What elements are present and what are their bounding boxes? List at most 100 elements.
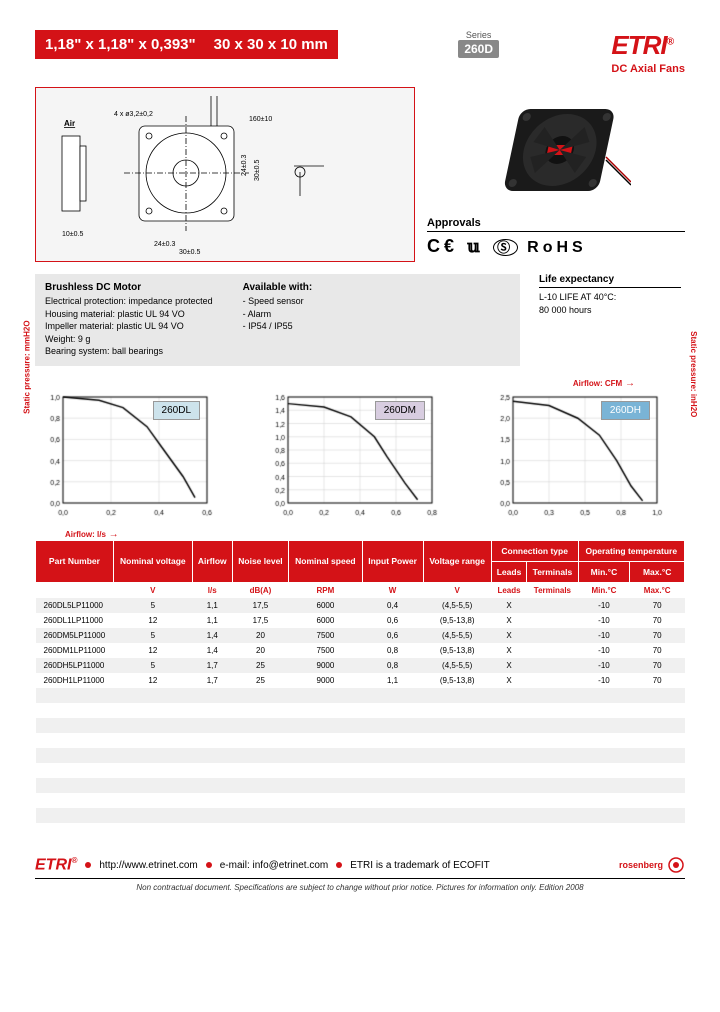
cell: 70 xyxy=(630,673,685,688)
th-sub: Terminals xyxy=(527,561,578,582)
cell: 9000 xyxy=(289,658,362,673)
unit-cell: V xyxy=(113,582,192,598)
top-row: 4 x ø3,2±0,2 Air 10±0.5 24±0.3 30±0.5 16… xyxy=(35,87,685,262)
rosenberg-logo: rosenberg xyxy=(619,856,685,874)
drawing-svg: 4 x ø3,2±0,2 Air 10±0.5 24±0.3 30±0.5 16… xyxy=(44,96,408,255)
brand-block: ETRI® DC Axial Fans xyxy=(611,30,685,75)
airflow-ls-label: Airflow: l/s xyxy=(65,530,106,539)
table-row: 260DM5LP1100051,42075000,6(4,5-5,5)X-107… xyxy=(36,628,685,643)
cell: 260DH5LP11000 xyxy=(36,658,114,673)
th: Nominal speed xyxy=(289,540,362,582)
svg-text:24±0.3: 24±0.3 xyxy=(154,241,175,248)
info-line: - IP54 / IP55 xyxy=(243,320,313,333)
cell: 70 xyxy=(630,598,685,613)
info-line: Bearing system: ball bearings xyxy=(45,345,213,358)
svg-text:30±0.5: 30±0.5 xyxy=(254,160,261,181)
footer: ETRI® http://www.etrinet.com e-mail: inf… xyxy=(35,856,685,892)
cell: (9,5-13,8) xyxy=(423,643,491,658)
svg-text:10±0.5: 10±0.5 xyxy=(62,231,83,238)
cell: 0,8 xyxy=(362,658,423,673)
cell: 1,1 xyxy=(192,598,232,613)
info-line: Weight: 9 g xyxy=(45,333,213,346)
cell: 12 xyxy=(113,673,192,688)
info-line: Impeller material: plastic UL 94 VO xyxy=(45,320,213,333)
cell xyxy=(527,643,578,658)
empty-row xyxy=(36,778,685,793)
page: 1,18" x 1,18" x 0,393" 30 x 30 x 10 mm S… xyxy=(0,0,720,922)
cell: 17,5 xyxy=(232,598,288,613)
title-bar: 1,18" x 1,18" x 0,393" 30 x 30 x 10 mm xyxy=(35,30,338,59)
approvals-title: Approvals xyxy=(427,217,685,229)
empty-row xyxy=(36,808,685,823)
chart-label-dl: 260DL xyxy=(153,401,200,420)
cell: -10 xyxy=(578,658,630,673)
cell: 1,4 xyxy=(192,628,232,643)
bullet-icon xyxy=(85,862,91,868)
brand-logo: ETRI® xyxy=(611,30,685,61)
cell: 0,8 xyxy=(362,643,423,658)
cell: 17,5 xyxy=(232,613,288,628)
cell: 12 xyxy=(113,613,192,628)
th: Operating temperature xyxy=(578,540,684,561)
cell: 5 xyxy=(113,658,192,673)
cell: 70 xyxy=(630,613,685,628)
footer-email[interactable]: e-mail: info@etrinet.com xyxy=(220,860,329,871)
table-row: 260DH1LP11000121,72590001,1(9,5-13,8)X-1… xyxy=(36,673,685,688)
cell: 0,6 xyxy=(362,613,423,628)
empty-row xyxy=(36,763,685,778)
th: Airflow xyxy=(192,540,232,582)
bullet-icon xyxy=(336,862,342,868)
svg-text:Air: Air xyxy=(64,119,75,128)
dim-mm: 30 x 30 x 10 mm xyxy=(214,36,328,53)
unit-cell: Terminals xyxy=(527,582,578,598)
chart-260dl: 260DL xyxy=(35,391,235,521)
unit-cell xyxy=(36,582,114,598)
life-title: Life expectancy xyxy=(539,274,681,285)
cell: 6000 xyxy=(289,598,362,613)
cell: 70 xyxy=(630,658,685,673)
cell: 25 xyxy=(232,673,288,688)
available-title: Available with: xyxy=(243,282,313,293)
charts-row: Static pressure: mmH2O 260DL 260DM 260DH… xyxy=(35,391,685,521)
life-box: Life expectancy L-10 LIFE AT 40°C: 80 00… xyxy=(535,274,685,366)
bullet-icon xyxy=(206,862,212,868)
cell: 7500 xyxy=(289,643,362,658)
cell: -10 xyxy=(578,613,630,628)
motor-info: Brushless DC Motor Electrical protection… xyxy=(35,274,520,366)
footer-url[interactable]: http://www.etrinet.com xyxy=(99,860,197,871)
cell: (9,5-13,8) xyxy=(423,673,491,688)
cell xyxy=(527,613,578,628)
cell: 5 xyxy=(113,598,192,613)
svg-text:160±10: 160±10 xyxy=(249,116,272,123)
empty-row xyxy=(36,733,685,748)
cell: (4,5-5,5) xyxy=(423,598,491,613)
th-sub: Min.°C xyxy=(578,561,630,582)
unit-cell: Min.°C xyxy=(578,582,630,598)
svg-text:24±0.3: 24±0.3 xyxy=(241,155,248,176)
cell: 20 xyxy=(232,643,288,658)
unit-cell: Leads xyxy=(491,582,526,598)
cell: 12 xyxy=(113,643,192,658)
cell: -10 xyxy=(578,643,630,658)
th: Part Number xyxy=(36,540,114,582)
cell xyxy=(527,673,578,688)
th-sub: Leads xyxy=(491,561,526,582)
unit-cell: W xyxy=(362,582,423,598)
table-row: 260DL1LP11000121,117,560000,6(9,5-13,8)X… xyxy=(36,613,685,628)
cell: X xyxy=(491,598,526,613)
empty-row xyxy=(36,718,685,733)
cell: X xyxy=(491,658,526,673)
disclaimer: Non contractual document. Specifications… xyxy=(35,883,685,892)
table-row: 260DM1LP11000121,42075000,8(9,5-13,8)X-1… xyxy=(36,643,685,658)
cell: 1,7 xyxy=(192,658,232,673)
series-badge-wrap: Series 260D xyxy=(458,30,499,58)
unit-cell: Max.°C xyxy=(630,582,685,598)
chart-260dh: 260DH xyxy=(485,391,685,521)
info-line: Electrical protection: impedance protect… xyxy=(45,295,213,308)
info-line: - Alarm xyxy=(243,308,313,321)
airflow-cfm-label: Airflow: CFM → xyxy=(35,378,635,389)
fan-image xyxy=(481,97,631,207)
cell: 1,7 xyxy=(192,673,232,688)
empty-row xyxy=(36,793,685,808)
cell: (4,5-5,5) xyxy=(423,628,491,643)
